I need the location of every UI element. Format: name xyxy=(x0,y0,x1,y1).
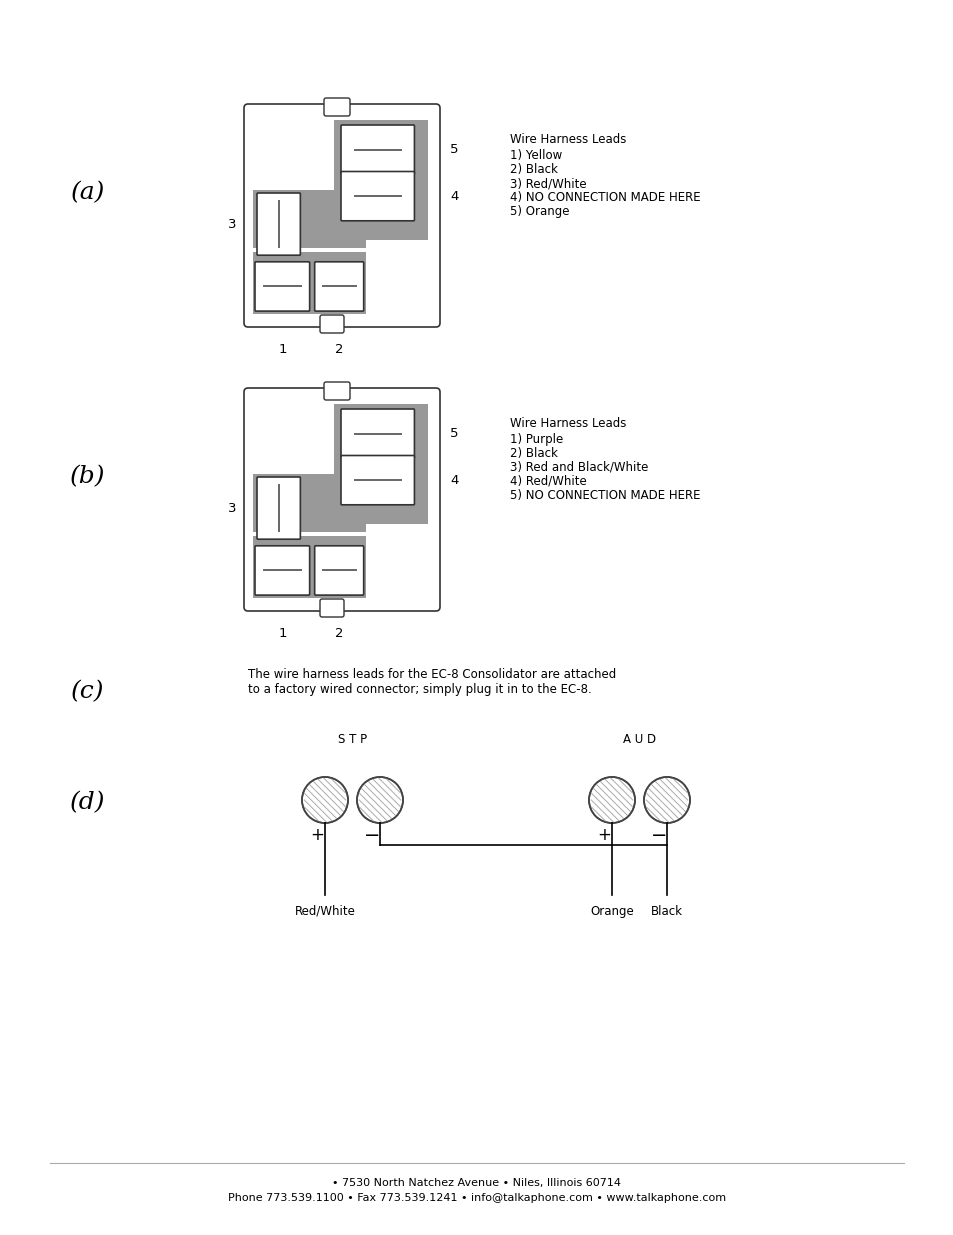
Text: (b): (b) xyxy=(71,466,106,489)
FancyBboxPatch shape xyxy=(319,315,344,333)
FancyBboxPatch shape xyxy=(256,193,300,256)
Text: 2: 2 xyxy=(335,627,343,640)
Text: Wire Harness Leads: Wire Harness Leads xyxy=(510,133,626,146)
FancyBboxPatch shape xyxy=(340,125,414,174)
Circle shape xyxy=(356,777,402,823)
Text: Orange: Orange xyxy=(590,905,633,918)
FancyBboxPatch shape xyxy=(340,409,414,458)
Bar xyxy=(253,252,365,315)
FancyBboxPatch shape xyxy=(254,546,310,595)
FancyBboxPatch shape xyxy=(319,599,344,618)
Bar xyxy=(253,190,365,248)
Text: +: + xyxy=(310,826,324,844)
Text: 1) Purple: 1) Purple xyxy=(510,433,562,446)
Text: 5) NO CONNECTION MADE HERE: 5) NO CONNECTION MADE HERE xyxy=(510,489,700,501)
Text: Phone 773.539.1100 • Fax 773.539.1241 • info@talkaphone.com • www.talkaphone.com: Phone 773.539.1100 • Fax 773.539.1241 • … xyxy=(228,1193,725,1203)
Text: Red/White: Red/White xyxy=(294,905,355,918)
FancyBboxPatch shape xyxy=(254,262,310,311)
Text: 5: 5 xyxy=(450,143,458,156)
Text: • 7530 North Natchez Avenue • Niles, Illinois 60714: • 7530 North Natchez Avenue • Niles, Ill… xyxy=(333,1178,620,1188)
Text: The wire harness leads for the EC-8 Consolidator are attached: The wire harness leads for the EC-8 Cons… xyxy=(248,668,616,680)
Text: Wire Harness Leads: Wire Harness Leads xyxy=(510,417,626,430)
FancyBboxPatch shape xyxy=(324,98,350,116)
Text: (d): (d) xyxy=(71,792,106,815)
Text: 3: 3 xyxy=(228,501,236,515)
Text: (a): (a) xyxy=(71,182,105,205)
Text: 3: 3 xyxy=(228,217,236,231)
Text: 4: 4 xyxy=(450,474,457,487)
Text: 1: 1 xyxy=(277,627,286,640)
FancyBboxPatch shape xyxy=(256,477,300,540)
Text: 3) Red/White: 3) Red/White xyxy=(510,177,586,190)
FancyBboxPatch shape xyxy=(324,382,350,400)
Circle shape xyxy=(588,777,635,823)
FancyBboxPatch shape xyxy=(340,456,414,505)
Text: Black: Black xyxy=(650,905,682,918)
Text: S T P: S T P xyxy=(338,734,367,746)
Circle shape xyxy=(302,777,348,823)
FancyBboxPatch shape xyxy=(340,172,414,221)
Text: 5) Orange: 5) Orange xyxy=(510,205,569,219)
Bar xyxy=(335,120,428,241)
Text: 1: 1 xyxy=(277,343,286,356)
FancyBboxPatch shape xyxy=(314,546,363,595)
FancyBboxPatch shape xyxy=(314,262,363,311)
Text: 2) Black: 2) Black xyxy=(510,447,558,459)
Text: 4) Red/White: 4) Red/White xyxy=(510,475,586,488)
Text: to a factory wired connector; simply plug it in to the EC-8.: to a factory wired connector; simply plu… xyxy=(248,683,591,697)
Text: A U D: A U D xyxy=(622,734,656,746)
Text: 2: 2 xyxy=(335,343,343,356)
Bar xyxy=(253,536,365,599)
Text: 2) Black: 2) Black xyxy=(510,163,558,177)
Text: +: + xyxy=(597,826,610,844)
Bar xyxy=(253,474,365,532)
FancyBboxPatch shape xyxy=(244,388,439,611)
Text: 1) Yellow: 1) Yellow xyxy=(510,149,561,162)
Circle shape xyxy=(643,777,689,823)
Text: −: − xyxy=(650,826,666,845)
Text: (c): (c) xyxy=(71,680,105,703)
Bar xyxy=(335,404,428,525)
FancyBboxPatch shape xyxy=(244,104,439,327)
Text: 3) Red and Black/White: 3) Red and Black/White xyxy=(510,461,648,474)
Text: 4: 4 xyxy=(450,190,457,203)
Text: −: − xyxy=(363,826,380,845)
Text: 5: 5 xyxy=(450,427,458,440)
Text: 4) NO CONNECTION MADE HERE: 4) NO CONNECTION MADE HERE xyxy=(510,191,700,204)
